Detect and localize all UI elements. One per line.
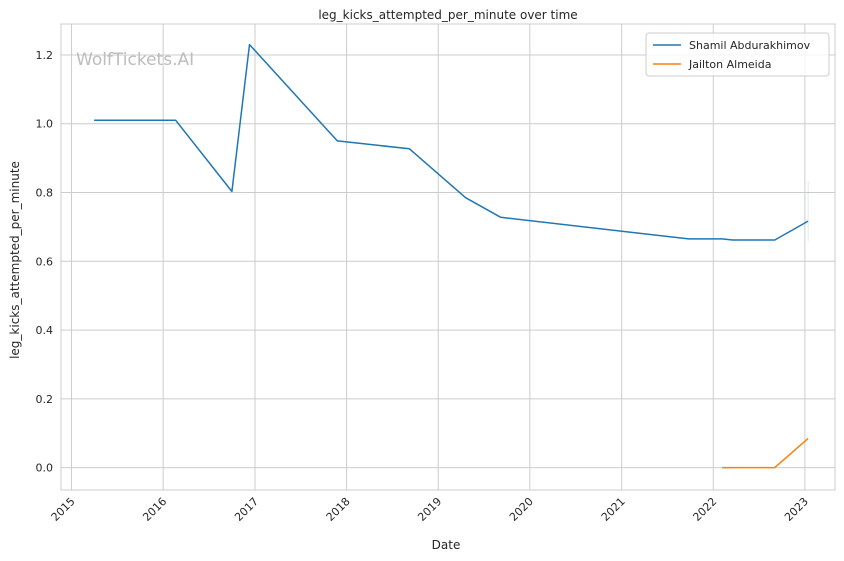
plot-area	[61, 24, 835, 490]
legend-label: Jailton Almeida	[688, 58, 771, 71]
series-layer	[94, 43, 809, 469]
legend-label: Shamil Abdurakhimov	[689, 39, 811, 52]
legend: Shamil Abdurakhimov Jailton Almeida	[645, 32, 830, 77]
grid-lines	[61, 24, 835, 490]
y-tick-label: 0.6	[36, 255, 54, 268]
series-line-shamil-abdurakhimov	[94, 43, 809, 241]
watermark-text: WolfTickets.AI	[76, 50, 194, 70]
legend-box	[645, 32, 830, 77]
y-tick-label: 1.2	[36, 49, 54, 62]
chart-title: leg_kicks_attempted_per_minute over time	[318, 8, 577, 22]
y-tick-label: 1.0	[36, 118, 54, 131]
y-tick-label: 0.4	[36, 324, 54, 337]
y-tick-label: 0.2	[36, 393, 54, 406]
plot-frame	[60, 23, 836, 491]
y-axis: 0.0 0.2 0.4 0.6 0.8 1.0 1.2	[36, 49, 54, 475]
x-axis-label: Date	[432, 538, 461, 552]
y-axis-label: leg_kicks_attempted_per_minute	[8, 161, 22, 359]
y-tick-label: 0.0	[36, 462, 54, 475]
y-tick-label: 0.8	[36, 187, 54, 200]
series-line-jailton-almeida	[722, 437, 809, 469]
